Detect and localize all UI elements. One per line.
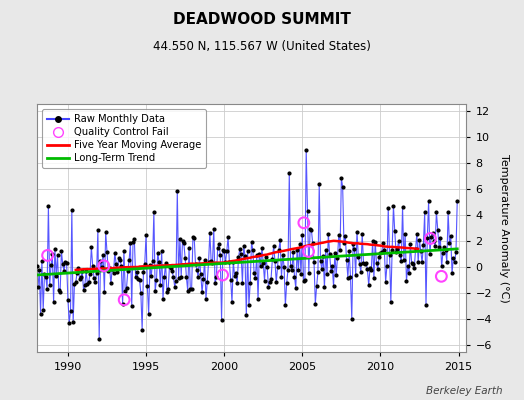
Point: [219, 272, 227, 278]
Point: [437, 273, 445, 280]
Text: 44.550 N, 115.567 W (United States): 44.550 N, 115.567 W (United States): [153, 40, 371, 53]
Point: [300, 220, 308, 226]
Text: Berkeley Earth: Berkeley Earth: [427, 386, 503, 396]
Point: [43, 252, 52, 259]
Text: DEADWOOD SUMMIT: DEADWOOD SUMMIT: [173, 12, 351, 27]
Point: [426, 235, 434, 242]
Point: [100, 263, 108, 269]
Y-axis label: Temperature Anomaly (°C): Temperature Anomaly (°C): [498, 154, 509, 302]
Legend: Raw Monthly Data, Quality Control Fail, Five Year Moving Average, Long-Term Tren: Raw Monthly Data, Quality Control Fail, …: [42, 109, 206, 168]
Point: [304, 248, 313, 255]
Point: [120, 296, 128, 303]
